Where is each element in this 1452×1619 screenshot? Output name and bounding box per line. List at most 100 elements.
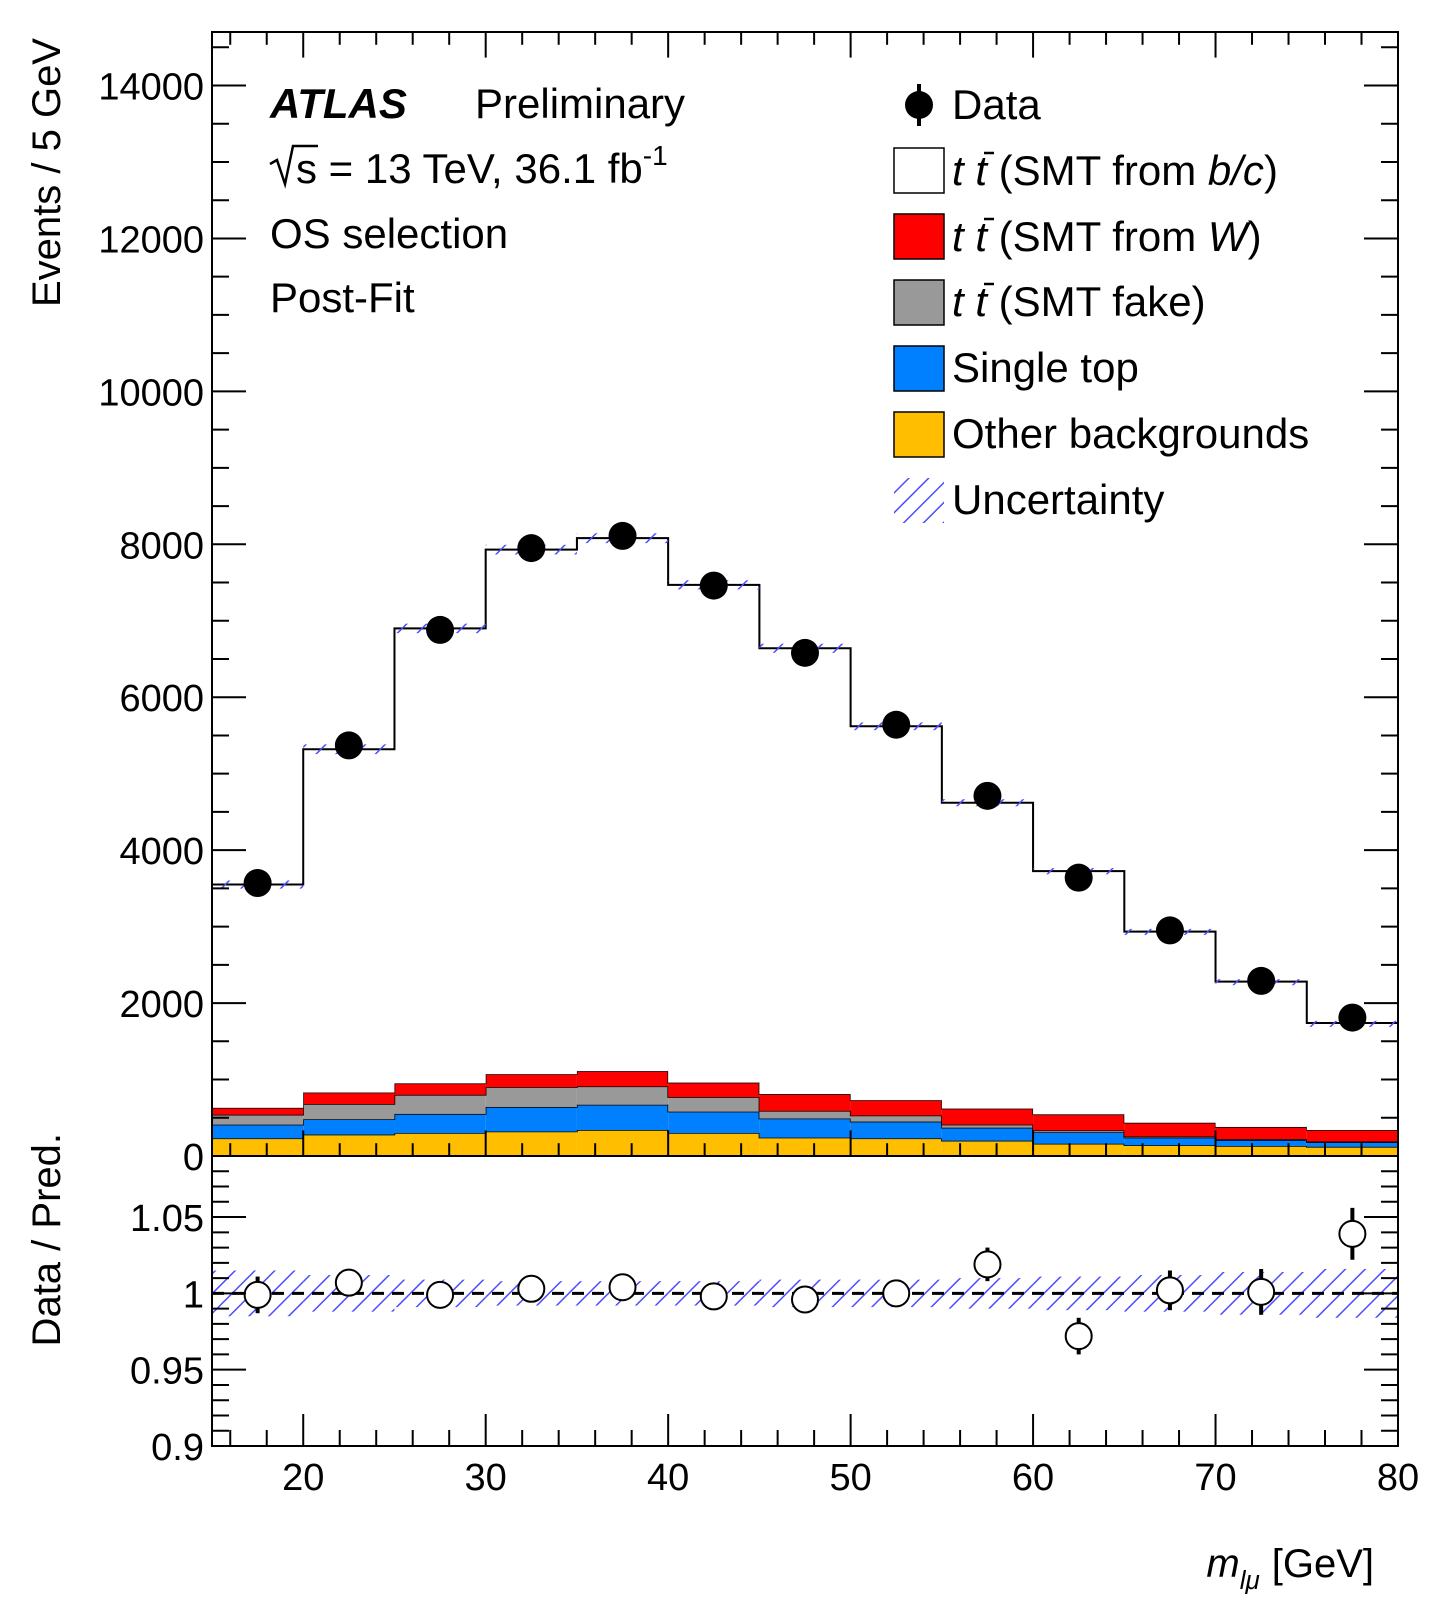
legend: Data t t (SMT from b/c) t t (SMT from W)…	[893, 81, 1309, 523]
y-tick-label-6: 12000	[98, 219, 204, 261]
bar-4-1	[303, 749, 395, 1093]
bar-2-9	[1033, 1130, 1125, 1133]
bar-3-4	[576, 1071, 669, 1087]
svg-text:Single top: Single top	[952, 344, 1139, 391]
bar-3-9	[1033, 1114, 1125, 1131]
bar-1-5	[668, 1111, 760, 1134]
bar-1-0	[212, 1124, 304, 1139]
ratio-tick-label-2: 1	[183, 1274, 204, 1316]
energy-lumi-label: s = 13 TeV, 36.1 fb-1	[269, 140, 668, 192]
y-tick-label-1: 2000	[119, 984, 204, 1026]
bar-0-8	[941, 1140, 1034, 1156]
data-point-11	[1247, 966, 1276, 995]
bar-2-8	[941, 1124, 1034, 1128]
bar-3-2	[394, 1083, 486, 1095]
bar-4-8	[941, 802, 1034, 1109]
ratio-point-1	[334, 1268, 363, 1297]
bar-3-12	[1306, 1130, 1398, 1142]
bar-1-11	[1215, 1139, 1307, 1147]
experiment-label: ATLAS	[269, 80, 407, 127]
ratio-tick-label-1: 0.95	[130, 1351, 204, 1393]
bar-4-7	[850, 726, 942, 1101]
ratio-tick-label-0: 0.9	[151, 1427, 204, 1469]
bar-4-5	[668, 584, 760, 1083]
y-tick-label-5: 10000	[98, 372, 204, 414]
data-point-4	[608, 521, 637, 550]
bar-1-1	[303, 1119, 395, 1135]
fit-stage-label: Post-Fit	[270, 274, 415, 321]
bar-0-7	[850, 1138, 942, 1156]
bar-4-9	[1033, 871, 1125, 1115]
svg-text:t t (SMT from b/c): t t (SMT from b/c)	[952, 147, 1278, 194]
ratio-point-6	[791, 1285, 819, 1314]
ratio-point-11	[1247, 1277, 1276, 1306]
x-axis-title: mlμ [GeV]	[1206, 1542, 1374, 1595]
bar-0-11	[1215, 1146, 1307, 1156]
legend-entry-data: Data	[905, 81, 1041, 128]
ratio-tick-label-3: 1.05	[130, 1198, 204, 1240]
bar-4-12	[1306, 1022, 1398, 1131]
sqrt-sign	[269, 144, 318, 189]
y-tick-label-2: 4000	[119, 831, 204, 873]
legend-entry-ttbar-fake: t t (SMT fake)	[893, 278, 1206, 326]
bar-4-4	[576, 538, 669, 1072]
data-point-1	[334, 731, 363, 760]
y-tick-label-0: 0	[183, 1137, 204, 1179]
ratio-point-9	[1064, 1322, 1093, 1351]
bar-1-2	[394, 1113, 486, 1134]
bar-4-6	[759, 648, 851, 1095]
bar-0-10	[1124, 1145, 1216, 1156]
data-points	[243, 521, 1367, 1032]
y-tick-label-7: 14000	[98, 67, 204, 109]
bar-0-3	[485, 1131, 577, 1156]
bar-0-5	[668, 1133, 760, 1156]
x-tick-label-2: 40	[647, 1457, 689, 1499]
svg-text:Data: Data	[952, 81, 1041, 128]
bar-2-1	[303, 1104, 395, 1120]
bar-3-3	[485, 1074, 577, 1088]
svg-text:t t (SMT from W): t t (SMT from W)	[952, 213, 1262, 260]
svg-text:Uncertainty: Uncertainty	[952, 476, 1164, 523]
data-point-8	[973, 781, 1002, 810]
bar-0-0	[212, 1138, 304, 1156]
bar-2-6	[759, 1110, 851, 1119]
x-tick-label-1: 30	[465, 1457, 507, 1499]
bar-3-0	[212, 1107, 304, 1115]
tick-labels: 20 30 40 50 60 70 80 0 2000 4000 6000 8000 10000 1200…	[98, 67, 1419, 1499]
ratio-points	[243, 1207, 1367, 1355]
ratio-point-7	[882, 1279, 911, 1308]
legend-entry-ttbar-bc: t t (SMT from b/c)	[893, 147, 1278, 194]
bar-4-10	[1124, 931, 1216, 1123]
data-point-3	[517, 534, 546, 563]
legend-entry-ttbar-w: t t (SMT from W)	[893, 213, 1262, 260]
x-tick-label-5: 70	[1194, 1457, 1236, 1499]
data-point-5	[699, 571, 728, 600]
bar-1-3	[485, 1107, 577, 1132]
bar-4-11	[1215, 981, 1307, 1127]
ratio-point-12	[1338, 1219, 1367, 1248]
ratio-frame	[211, 1155, 1399, 1447]
ratio-point-4	[608, 1273, 637, 1302]
bar-2-2	[394, 1094, 486, 1114]
ratio-point-10	[1155, 1276, 1184, 1305]
x-tick-label-3: 50	[829, 1457, 871, 1499]
bar-3-7	[850, 1100, 942, 1116]
bar-1-8	[941, 1127, 1034, 1141]
bar-1-10	[1124, 1137, 1216, 1146]
bar-4-2	[394, 628, 486, 1084]
bar-1-7	[850, 1121, 942, 1139]
data-point-12	[1338, 1003, 1367, 1032]
bar-3-10	[1124, 1122, 1216, 1137]
data-point-2	[426, 615, 455, 644]
stacked-histogram	[212, 537, 1398, 1156]
bar-2-0	[212, 1114, 304, 1125]
data-point-6	[791, 638, 819, 667]
x-tick-label-0: 20	[282, 1457, 324, 1499]
legend-entry-uncertainty: Uncertainty	[894, 476, 1164, 523]
bar-0-2	[394, 1133, 486, 1156]
bar-3-5	[668, 1082, 760, 1098]
data-point-0	[243, 869, 272, 898]
ratio-point-0	[243, 1280, 272, 1309]
bar-1-12	[1306, 1142, 1398, 1147]
ratio-y-axis-title: Data / Pred.	[25, 1133, 69, 1346]
